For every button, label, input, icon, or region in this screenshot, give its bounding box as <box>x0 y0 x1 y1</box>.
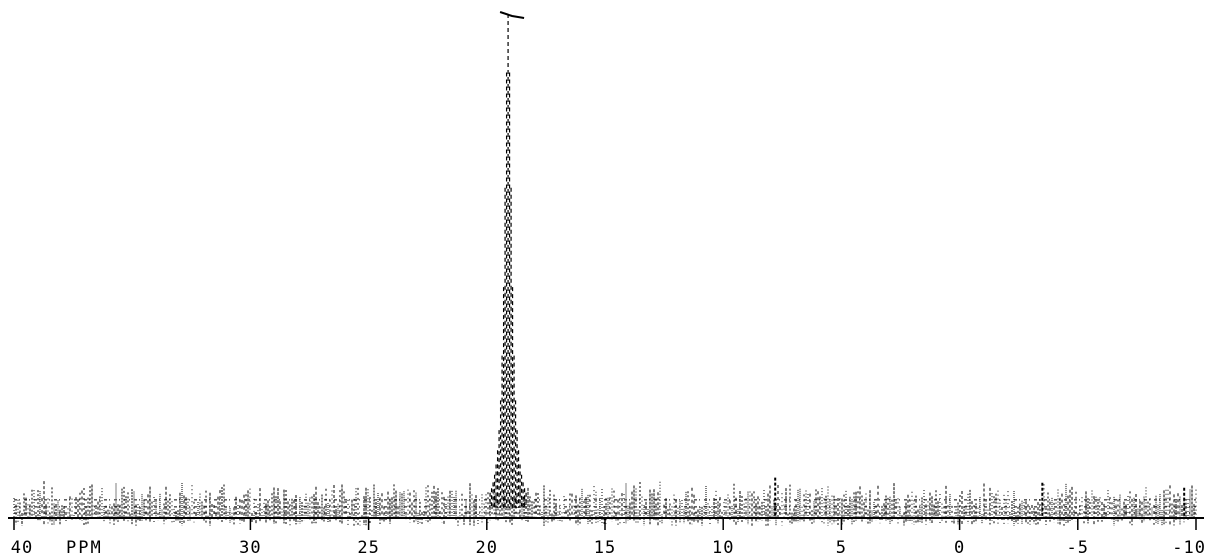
x-tick-label-8: -5 <box>1067 538 1089 558</box>
x-tick-label-3: 20 <box>476 538 498 558</box>
x-tick-label-2: 25 <box>357 538 379 558</box>
x-tick-label-5: 10 <box>712 538 734 558</box>
peak-apex <box>499 11 525 19</box>
x-tick-label-7: 0 <box>954 538 965 558</box>
x-tick-label-6: 5 <box>836 538 847 558</box>
x-tick-label-9: -10 <box>1172 538 1206 558</box>
x-axis-unit-label: PPM <box>66 538 103 558</box>
x-axis-ticks <box>13 518 1197 530</box>
spectrum-trace <box>13 11 1197 526</box>
x-axis-tick-labels: 40 30 25 20 15 10 5 0 -5 -10 <box>11 538 1206 558</box>
x-tick-label-0: 40 <box>11 538 33 558</box>
x-tick-label-4: 15 <box>594 538 616 558</box>
x-tick-label-1: 30 <box>239 538 261 558</box>
